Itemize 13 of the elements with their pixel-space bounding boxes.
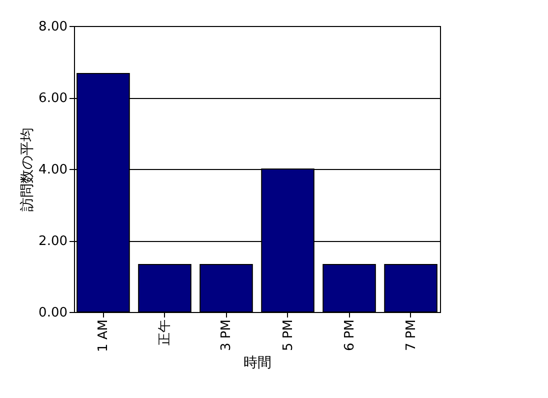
y-tick-label: 8.00	[38, 20, 68, 34]
x-tick-label: 7 PM	[404, 320, 419, 351]
y-axis-title: 訪問数の平均	[20, 128, 36, 212]
x-tick-label: 6 PM	[342, 320, 358, 351]
x-tick-label: 5 PM	[280, 320, 296, 351]
y-tick-label: 0.00	[38, 306, 68, 320]
x-tick-label: 1 AM	[96, 320, 112, 352]
x-tick-label: 正午	[158, 320, 173, 346]
x-tick-label: 3 PM	[219, 320, 234, 351]
y-tick-label: 2.00	[38, 234, 68, 249]
x-axis-title: 時間	[244, 355, 272, 372]
y-tick-label: 4.00	[38, 162, 68, 178]
y-tick-label: 6.00	[38, 91, 68, 106]
